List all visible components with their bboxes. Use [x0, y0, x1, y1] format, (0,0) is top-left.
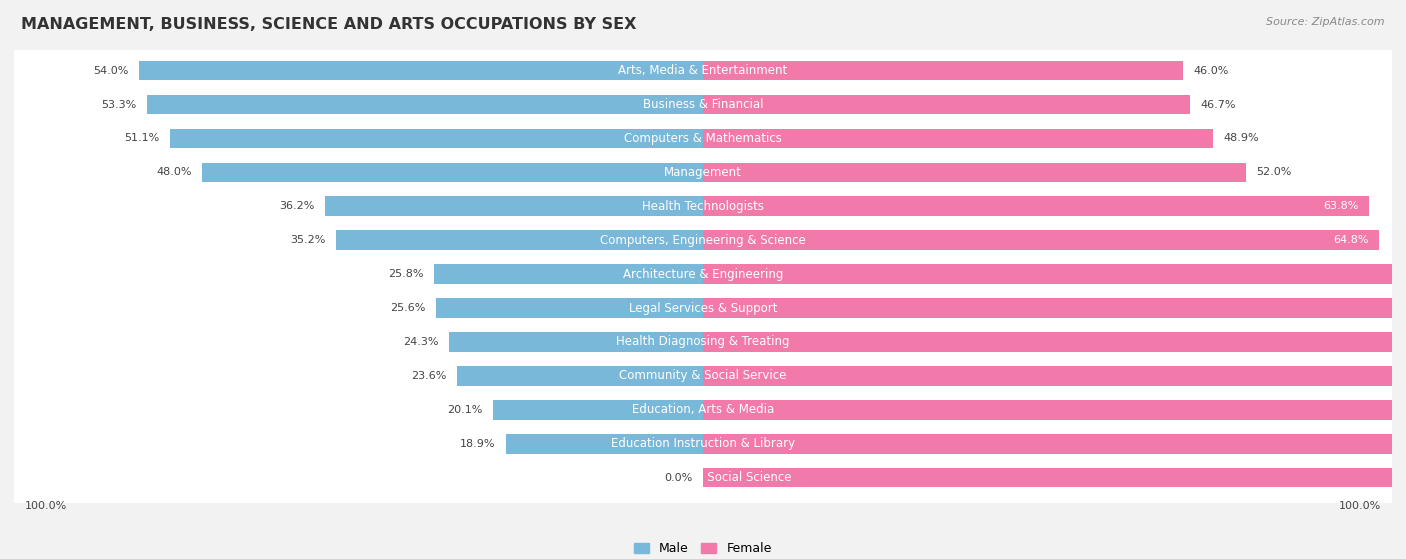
Bar [703, 61, 1184, 80]
Text: 100.0%: 100.0% [24, 501, 66, 511]
Text: Arts, Media & Entertainment: Arts, Media & Entertainment [619, 64, 787, 77]
Text: 100.0%: 100.0% [1340, 501, 1382, 511]
Bar [202, 163, 703, 182]
Text: 0.0%: 0.0% [664, 473, 693, 482]
Bar [139, 61, 703, 80]
FancyBboxPatch shape [11, 401, 1395, 487]
Text: Computers & Mathematics: Computers & Mathematics [624, 132, 782, 145]
Text: 35.2%: 35.2% [290, 235, 325, 245]
Text: 25.6%: 25.6% [389, 303, 426, 313]
Text: Health Technologists: Health Technologists [643, 200, 763, 213]
Text: 23.6%: 23.6% [411, 371, 446, 381]
Text: Community & Social Service: Community & Social Service [619, 369, 787, 382]
Bar [457, 366, 703, 386]
Text: MANAGEMENT, BUSINESS, SCIENCE AND ARTS OCCUPATIONS BY SEX: MANAGEMENT, BUSINESS, SCIENCE AND ARTS O… [21, 17, 637, 32]
Text: Business & Financial: Business & Financial [643, 98, 763, 111]
Bar [433, 264, 703, 284]
Bar [703, 400, 1406, 420]
Bar [506, 434, 703, 453]
Text: Life, Physical & Social Science: Life, Physical & Social Science [614, 471, 792, 484]
Bar [146, 94, 703, 115]
Bar [703, 468, 1406, 487]
Bar [325, 197, 703, 216]
Bar [450, 332, 703, 352]
FancyBboxPatch shape [11, 265, 1395, 351]
Bar [703, 366, 1406, 386]
Text: 20.1%: 20.1% [447, 405, 482, 415]
Bar [170, 129, 703, 148]
Text: 25.8%: 25.8% [388, 269, 423, 279]
FancyBboxPatch shape [11, 129, 1395, 215]
Text: 48.0%: 48.0% [156, 167, 191, 177]
Legend: Male, Female: Male, Female [630, 537, 776, 559]
FancyBboxPatch shape [11, 367, 1395, 453]
FancyBboxPatch shape [11, 299, 1395, 385]
Bar [336, 230, 703, 250]
Text: 54.0%: 54.0% [94, 65, 129, 75]
Text: 53.3%: 53.3% [101, 100, 136, 110]
Text: 51.1%: 51.1% [124, 134, 159, 144]
FancyBboxPatch shape [11, 61, 1395, 148]
Text: 52.0%: 52.0% [1256, 167, 1292, 177]
Text: 64.8%: 64.8% [1333, 235, 1369, 245]
FancyBboxPatch shape [11, 96, 1395, 182]
Bar [436, 299, 703, 318]
Text: Management: Management [664, 166, 742, 179]
Text: 48.9%: 48.9% [1223, 134, 1260, 144]
FancyBboxPatch shape [11, 231, 1395, 318]
Text: 18.9%: 18.9% [460, 439, 495, 449]
Text: 46.0%: 46.0% [1194, 65, 1229, 75]
Bar [703, 197, 1369, 216]
Text: 24.3%: 24.3% [404, 337, 439, 347]
FancyBboxPatch shape [11, 333, 1395, 419]
Text: Health Diagnosing & Treating: Health Diagnosing & Treating [616, 335, 790, 348]
Bar [703, 264, 1406, 284]
Bar [703, 94, 1191, 115]
Text: Education Instruction & Library: Education Instruction & Library [612, 437, 794, 450]
Bar [703, 299, 1406, 318]
Bar [703, 129, 1213, 148]
Text: 36.2%: 36.2% [280, 201, 315, 211]
FancyBboxPatch shape [11, 434, 1395, 521]
Bar [703, 230, 1379, 250]
Text: 46.7%: 46.7% [1201, 100, 1236, 110]
FancyBboxPatch shape [11, 197, 1395, 283]
Bar [703, 332, 1406, 352]
Text: Source: ZipAtlas.com: Source: ZipAtlas.com [1267, 17, 1385, 27]
Text: Computers, Engineering & Science: Computers, Engineering & Science [600, 234, 806, 247]
Bar [703, 163, 1246, 182]
Text: 63.8%: 63.8% [1323, 201, 1358, 211]
Text: Education, Arts & Media: Education, Arts & Media [631, 404, 775, 416]
FancyBboxPatch shape [11, 163, 1395, 249]
Bar [703, 434, 1406, 453]
Text: Legal Services & Support: Legal Services & Support [628, 301, 778, 315]
Bar [494, 400, 703, 420]
Text: Architecture & Engineering: Architecture & Engineering [623, 268, 783, 281]
FancyBboxPatch shape [11, 27, 1395, 113]
